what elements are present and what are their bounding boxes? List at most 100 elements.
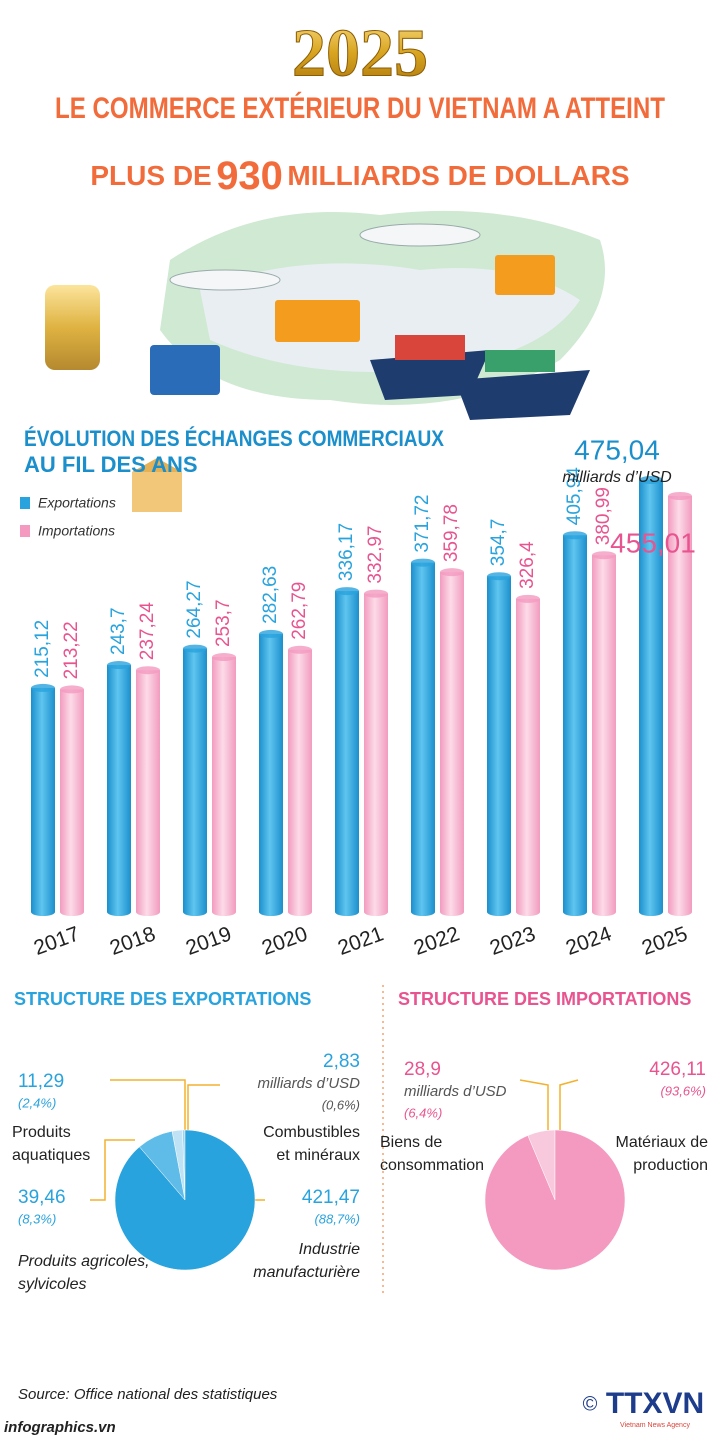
legend-swatch <box>20 497 30 509</box>
bar-cap <box>183 908 207 916</box>
chart-title: ÉVOLUTION DES ÉCHANGES COMMERCIAUX <box>24 426 444 451</box>
bar-cap <box>183 644 207 653</box>
bar <box>107 665 131 912</box>
unit-label: milliards d’USD <box>257 1075 360 1092</box>
value-label: 237,24 <box>137 602 158 661</box>
value-label: 371,72 <box>412 494 433 552</box>
bar-cap <box>136 666 160 675</box>
bar-cap <box>487 572 511 581</box>
category-label: Produits <box>12 1124 71 1141</box>
value-label: 455,01 <box>610 527 696 558</box>
share-label: (8,3%) <box>18 1211 56 1226</box>
value-label: 421,47 <box>302 1187 360 1208</box>
category-label: production <box>633 1157 708 1174</box>
bar-cap <box>440 568 464 577</box>
bar-cap <box>259 629 283 638</box>
bar-cap <box>136 908 160 916</box>
bar <box>183 648 207 912</box>
value-label: 213,22 <box>61 621 82 679</box>
bar-cap <box>335 908 359 916</box>
bar <box>639 479 663 912</box>
value-label: 405,94 <box>564 467 585 526</box>
pie-slice <box>484 1129 626 1271</box>
chart-title: STRUCTURE DES IMPORTATIONS <box>398 989 691 1009</box>
bar-cap <box>364 908 388 916</box>
bar-cap <box>107 908 131 916</box>
bar-cap <box>31 908 55 916</box>
bar <box>212 657 236 912</box>
bar-cap <box>563 531 587 540</box>
value-label: 359,78 <box>441 504 462 562</box>
bar-cap <box>212 908 236 916</box>
bar-cap <box>592 551 616 560</box>
bar <box>31 687 55 912</box>
value-label: 253,7 <box>213 599 234 647</box>
category-label: et minéraux <box>276 1147 360 1164</box>
bar <box>563 535 587 912</box>
bar-cap <box>259 908 283 916</box>
category-label: Combustibles <box>263 1124 360 1141</box>
bar <box>335 591 359 912</box>
connectors <box>90 1079 579 1201</box>
bar-cap <box>440 908 464 916</box>
bar-cap <box>31 683 55 692</box>
value-label: 262,79 <box>289 582 310 640</box>
bar <box>516 598 540 912</box>
category-label: consommation <box>380 1157 484 1174</box>
bar-cap <box>411 558 435 567</box>
headline: LE COMMERCE EXTÉRIEUR DU VIETNAM A ATTEI… <box>55 91 665 125</box>
bar <box>440 572 464 912</box>
bar-cap <box>60 685 84 694</box>
unit-label: milliards d’USD <box>404 1083 507 1100</box>
bar-cap <box>639 475 663 484</box>
bar-cap <box>668 908 692 916</box>
bar-cap <box>487 908 511 916</box>
bar-cap <box>107 661 131 670</box>
bar-cap <box>288 908 312 916</box>
bar-cap <box>516 594 540 603</box>
year-title: 2025 <box>292 15 428 91</box>
bar-cap <box>563 908 587 916</box>
headline-after: MILLIARDS DE DOLLARS <box>287 160 629 191</box>
bar-cap <box>212 653 236 662</box>
chart-title: STRUCTURE DES EXPORTATIONS <box>14 989 311 1009</box>
category-label: Biens de <box>380 1134 442 1151</box>
headline-2: PLUS DE 930 MILLIARDS DE DOLLARS <box>90 154 629 198</box>
bar-cap <box>639 908 663 916</box>
value-label: 354,7 <box>488 519 509 567</box>
category-label: sylvicoles <box>18 1276 86 1293</box>
value-label: 39,46 <box>18 1187 66 1208</box>
bar-cap <box>288 645 312 654</box>
value-label: 326,4 <box>517 541 538 589</box>
agency-logo: TTXVN <box>606 1387 704 1420</box>
value-label: 2,83 <box>323 1051 360 1072</box>
value-label: 243,7 <box>108 607 129 655</box>
bar <box>136 670 160 912</box>
category-label: Matériaux de <box>616 1134 709 1151</box>
share-label: (2,4%) <box>18 1095 56 1110</box>
legend-label: Exportations <box>38 495 116 511</box>
bar-cap <box>60 908 84 916</box>
value-label: 215,12 <box>32 620 53 678</box>
bar <box>259 633 283 912</box>
share-label: (93,6%) <box>660 1083 706 1098</box>
category-label: Produits agricoles, <box>18 1253 150 1270</box>
bar-cap <box>668 491 692 500</box>
value-label: 475,04 <box>574 434 660 465</box>
illustration <box>45 210 605 512</box>
value-label: 28,9 <box>404 1059 441 1080</box>
category-label: Industrie <box>299 1241 360 1258</box>
site: infographics.vn <box>4 1419 116 1436</box>
share-label: (0,6%) <box>322 1097 360 1112</box>
value-label: 336,17 <box>336 523 357 581</box>
copyright: © <box>583 1393 598 1415</box>
bar-cap <box>592 908 616 916</box>
share-label: (88,7%) <box>314 1211 360 1226</box>
legend-label: Importations <box>38 523 115 539</box>
value-label: 11,29 <box>18 1071 64 1092</box>
bar <box>411 562 435 912</box>
bar-cap <box>335 587 359 596</box>
agency-name: Vietnam News Agency <box>620 1422 690 1429</box>
bar-cap <box>411 908 435 916</box>
